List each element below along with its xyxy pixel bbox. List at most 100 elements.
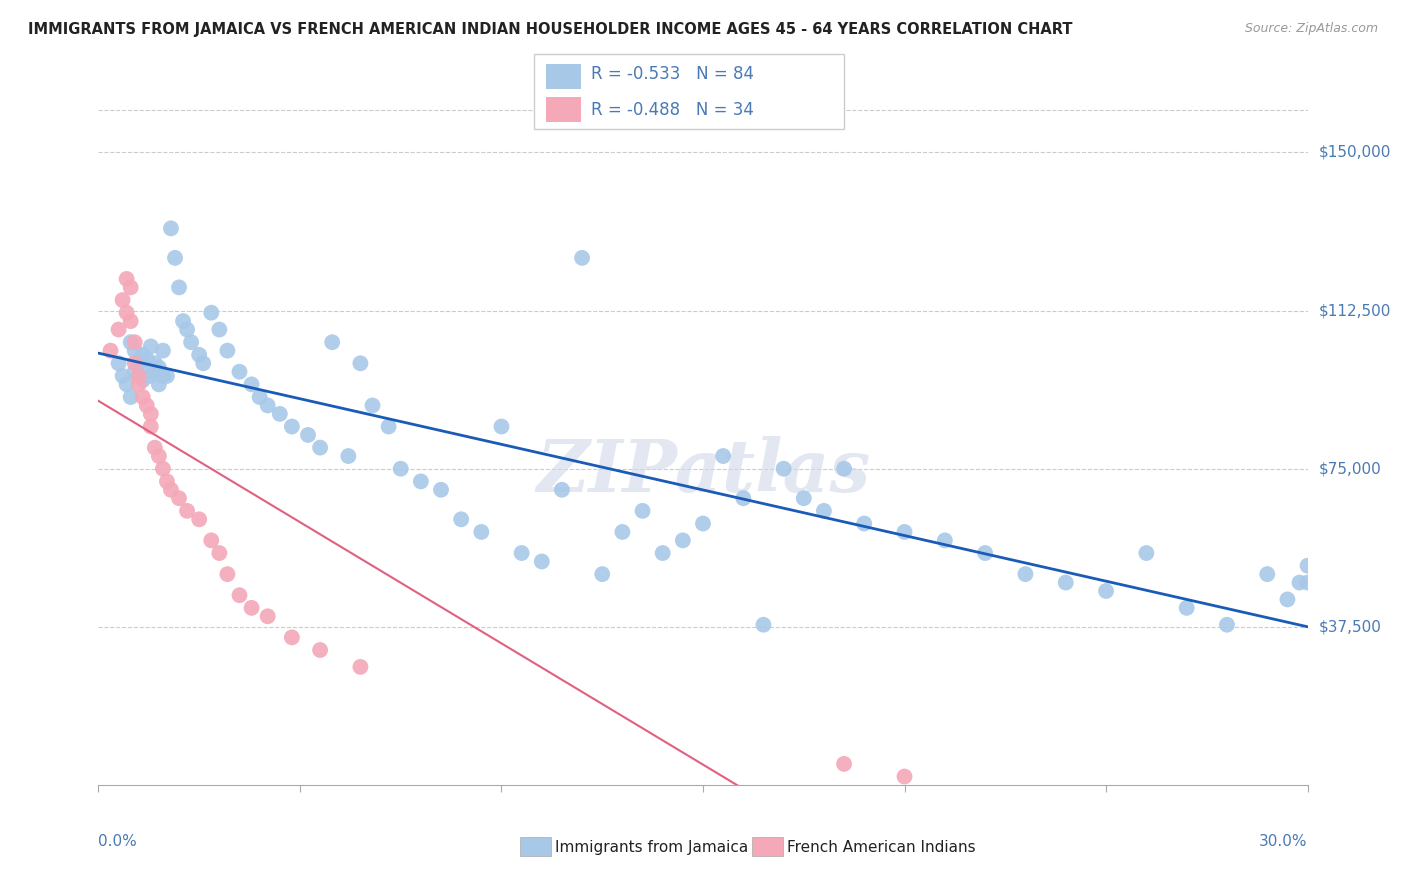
Point [120, 280, 142, 294]
Point [172, 314, 194, 328]
Point [152, 343, 174, 358]
Point [631, 504, 654, 518]
Point [180, 335, 202, 350]
Point [1095, 584, 1118, 599]
Point [309, 441, 332, 455]
Point [132, 348, 155, 362]
Point [1135, 546, 1157, 560]
Point [120, 390, 142, 404]
Point [893, 770, 915, 784]
Point [832, 461, 855, 475]
Point [249, 390, 271, 404]
Point [143, 356, 166, 370]
Text: Immigrants from Jamaica: Immigrants from Jamaica [555, 840, 748, 855]
Point [120, 314, 142, 328]
Point [139, 339, 162, 353]
Text: Source: ZipAtlas.com: Source: ZipAtlas.com [1244, 22, 1378, 36]
Point [176, 322, 198, 336]
Text: $75,000: $75,000 [1319, 461, 1382, 476]
Text: 0.0%: 0.0% [98, 834, 138, 848]
Point [1175, 600, 1198, 615]
Point [128, 368, 150, 383]
Point [711, 449, 734, 463]
Point [491, 419, 513, 434]
Point [139, 368, 162, 383]
Point [135, 352, 157, 367]
Point [409, 475, 432, 489]
Point [167, 280, 190, 294]
Point [188, 348, 211, 362]
Point [208, 546, 231, 560]
Point [551, 483, 574, 497]
Point [430, 483, 453, 497]
Point [228, 365, 250, 379]
Point [124, 335, 146, 350]
Point [217, 343, 239, 358]
Point [309, 643, 332, 657]
Point [510, 546, 533, 560]
Point [1296, 558, 1319, 573]
Point [107, 356, 129, 370]
Point [1054, 575, 1077, 590]
Point [143, 441, 166, 455]
Point [124, 356, 146, 370]
Point [188, 512, 211, 526]
Point [148, 360, 170, 375]
Point [115, 306, 138, 320]
Point [156, 475, 179, 489]
Point [132, 373, 155, 387]
Point [148, 377, 170, 392]
Point [349, 660, 371, 674]
Point [651, 546, 673, 560]
Point [139, 407, 162, 421]
Point [115, 377, 138, 392]
Point [176, 504, 198, 518]
Text: 30.0%: 30.0% [1260, 834, 1308, 848]
Point [377, 419, 399, 434]
Point [256, 399, 278, 413]
Point [240, 600, 263, 615]
Point [361, 399, 384, 413]
Point [208, 322, 231, 336]
Point [672, 533, 695, 548]
Point [128, 356, 150, 370]
Point [152, 461, 174, 475]
Point [772, 461, 794, 475]
Point [143, 365, 166, 379]
Point [470, 524, 492, 539]
Point [256, 609, 278, 624]
Point [148, 449, 170, 463]
Point [120, 335, 142, 350]
Text: ZIPatlas: ZIPatlas [536, 436, 870, 508]
Point [571, 251, 593, 265]
Point [337, 449, 360, 463]
Point [591, 567, 613, 582]
Point [124, 365, 146, 379]
Point [612, 524, 634, 539]
Point [1296, 575, 1319, 590]
Point [107, 322, 129, 336]
Point [200, 306, 222, 320]
Point [135, 399, 157, 413]
Point [1256, 567, 1278, 582]
Point [200, 533, 222, 548]
Point [530, 554, 553, 568]
Point [733, 491, 755, 506]
Point [389, 461, 412, 475]
Point [450, 512, 472, 526]
Point [281, 419, 304, 434]
Point [115, 272, 138, 286]
Point [893, 524, 915, 539]
Point [974, 546, 997, 560]
Point [152, 368, 174, 383]
Point [832, 756, 855, 771]
Point [167, 491, 190, 506]
Text: $112,500: $112,500 [1319, 303, 1391, 318]
Point [193, 356, 215, 370]
Point [139, 419, 162, 434]
Point [752, 617, 775, 632]
Point [321, 335, 343, 350]
Point [281, 631, 304, 645]
Text: R = -0.533   N = 84: R = -0.533 N = 84 [591, 65, 754, 83]
Point [156, 368, 179, 383]
